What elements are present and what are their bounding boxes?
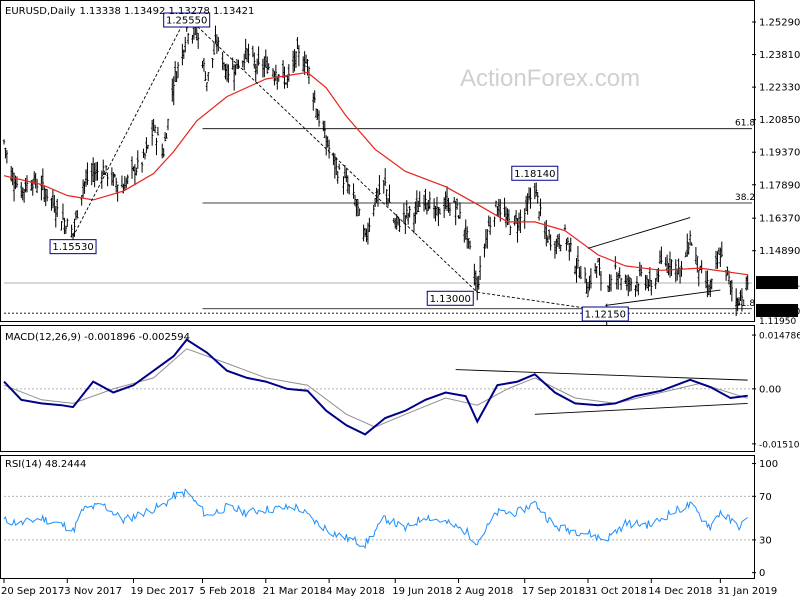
timeframe-label: Daily [50, 6, 75, 17]
rsi-point [3, 520, 4, 521]
macd-line [3, 338, 748, 436]
price-close-point [206, 81, 207, 82]
price-close-point [365, 239, 366, 240]
price-close-point [61, 217, 62, 218]
rsi-point [72, 531, 73, 532]
price-axis-tick-label: 1.17890 [759, 180, 800, 191]
price-annotation-box [511, 165, 559, 181]
rsi-axis-tick-label: 70 [759, 492, 772, 503]
fib-label: 38.2 [735, 193, 755, 203]
rsi-point [747, 520, 748, 521]
support-price-value: 1.12150 [759, 306, 800, 317]
last-price-tag [756, 276, 798, 290]
price-close-point [598, 263, 599, 264]
price-annotation-label: 1.15530 [52, 242, 93, 253]
price-annotation-box [163, 12, 211, 28]
price-annotation-label: 1.13000 [430, 294, 471, 305]
price-annotation-box [49, 239, 97, 255]
price-close-point [700, 272, 701, 273]
macd-label: MACD(12,26,9) -0.001896 -0.002594 [5, 332, 190, 343]
price-close-point [297, 54, 298, 55]
chart-header: EURUSD,Daily 1.13338 1.13492 1.13278 1.13… [5, 6, 254, 17]
price-panel-frame [0, 0, 755, 322]
price-axis-tick-label: 1.14890 [759, 246, 800, 257]
price-close-point [635, 281, 636, 282]
x-axis-tick-label: 19 Jun 2018 [392, 586, 452, 597]
x-axis-tick-label: 20 Sep 2017 [1, 586, 64, 597]
rsi-plot [3, 488, 752, 550]
macd-axis-tick-label: 0.014786 [759, 332, 800, 342]
price-annotation-label: 1.18140 [514, 169, 555, 180]
support-price-tag [756, 303, 798, 317]
macd-plot [3, 338, 752, 436]
price-axis-tick-label: 1.16370 [759, 214, 800, 225]
ohlc-values: 1.13338 1.13492 1.13278 1.13421 [79, 6, 254, 17]
price-close-point [143, 160, 144, 161]
x-axis-tick-label: 31 Jan 2019 [717, 586, 777, 597]
x-axis-tick-label: 4 May 2018 [326, 586, 385, 597]
macd-trend-line [534, 402, 748, 415]
rsi-axis-tick-label: 30 [759, 535, 772, 546]
rsi-axis-tick-label: 100 [759, 459, 778, 470]
macd-trend-line [455, 369, 748, 381]
price-annotation-label: 1.25550 [166, 16, 207, 27]
price-axis-tick-label: 1.23810 [759, 50, 800, 61]
trend-line [72, 16, 188, 237]
price-axis-tick-label: 1.19370 [759, 148, 800, 159]
rsi-point [206, 515, 207, 516]
price-axis-tick-label: 1.11950 [759, 317, 796, 327]
rsi-point [67, 526, 68, 527]
x-axis-tick-label: 2 Aug 2018 [456, 586, 514, 597]
x-axis-tick-label: 3 Nov 2017 [64, 586, 122, 597]
moving-average-line [3, 71, 748, 276]
x-axis-tick-label: 14 Dec 2018 [648, 586, 712, 597]
macd-signal-line [3, 348, 748, 428]
trend-line [186, 15, 478, 293]
chart-header-separator: , [47, 6, 50, 17]
rsi-line [3, 488, 748, 550]
price-axis-tick-label: 1.25290 [759, 18, 800, 29]
rsi-panel-frame [0, 455, 755, 579]
price-annotation-box [581, 306, 629, 322]
axes: 1.25290 1.23810 1.22330 1.20850 1.19370 1.178… [1, 18, 800, 597]
watermark: ActionForex.com [460, 65, 640, 92]
price-annotation-box [426, 290, 474, 306]
x-axis-tick-label: 21 Mar 2018 [263, 586, 326, 597]
rsi-point [163, 504, 164, 505]
rsi-axis-tick-label: 0 [759, 568, 765, 579]
rsi-point [143, 512, 144, 513]
fib-label: 61.8 [735, 299, 755, 309]
x-axis-tick-label: 31 Oct 2018 [585, 586, 647, 597]
price-axis-tick-label: 1.20850 [759, 115, 800, 126]
x-axis-tick-label: 17 Sep 2018 [522, 586, 585, 597]
price-close-point [575, 261, 576, 262]
channel-line [587, 217, 691, 249]
macd-axis-tick-label: -0.015107 [759, 440, 800, 450]
price-close-point [564, 235, 565, 236]
price-axis-tick-label: 1.22330 [759, 83, 800, 94]
last-price-value: 1.13421 [759, 279, 800, 290]
symbol-label: EURUSD [5, 6, 47, 17]
x-axis-tick-label: 19 Dec 2017 [130, 586, 194, 597]
x-axis-tick-label: 5 Feb 2018 [200, 586, 256, 597]
rsi-point [226, 507, 227, 508]
rsi-point [671, 512, 672, 513]
rsi-label: RSI(14) 48.2444 [5, 459, 86, 470]
channel-line [605, 289, 721, 306]
price-plot: 61.8 38.2 61.8 1.25550 1.15530 1.18140 1.13000… [2, 12, 755, 326]
price-annotation-label: 1.12150 [585, 310, 626, 321]
fib-label: 61.8 [735, 119, 755, 129]
rsi-point [534, 502, 535, 503]
rsi-point [425, 515, 426, 516]
macd-axis-tick-label: 0.00 [759, 384, 781, 395]
